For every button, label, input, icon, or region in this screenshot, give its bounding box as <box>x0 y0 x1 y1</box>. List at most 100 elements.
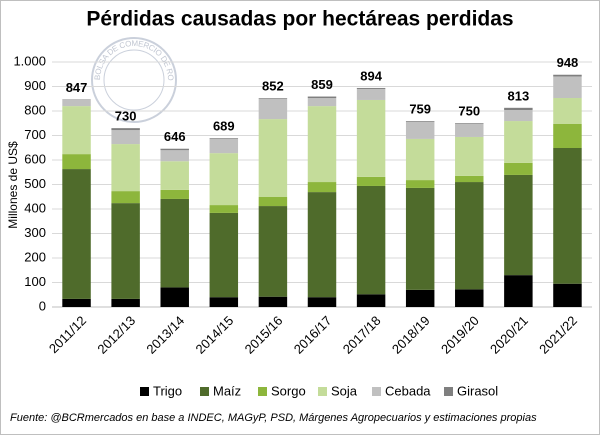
bar-segment <box>504 121 532 163</box>
bar-segment <box>308 192 336 297</box>
legend-swatch <box>444 387 453 396</box>
total-label: 852 <box>262 79 284 94</box>
bar-segment <box>62 169 90 299</box>
y-tick-label: 0 <box>39 298 46 313</box>
bar-segment <box>259 197 287 206</box>
bar-segment <box>111 130 139 144</box>
bar-segment <box>62 100 90 106</box>
y-tick-label: 500 <box>24 176 46 191</box>
bar-segment <box>553 148 581 284</box>
bar-segment <box>406 290 434 307</box>
bar-segment <box>160 287 188 307</box>
legend-label: Soja <box>331 383 358 398</box>
legend-label: Girasol <box>457 383 498 398</box>
total-label: 813 <box>508 88 530 103</box>
bar-segment <box>357 186 385 294</box>
y-tick-label: 100 <box>24 274 46 289</box>
bar-segment <box>504 275 532 307</box>
bar-segment <box>210 205 238 213</box>
y-tick-label: 1.000 <box>13 53 46 68</box>
total-label: 894 <box>360 68 382 83</box>
bar-segment <box>308 98 336 106</box>
bar-segment <box>160 190 188 199</box>
source-note: Fuente: @BCRmercados en base a INDEC, MA… <box>10 412 537 424</box>
bar-segment <box>504 175 532 275</box>
bar-segment <box>455 137 483 176</box>
bar-segment <box>406 188 434 290</box>
bar-segment <box>406 180 434 188</box>
bar-segment <box>553 98 581 124</box>
bar-segment <box>111 203 139 299</box>
bar-segment <box>259 98 287 99</box>
bar-segment <box>406 121 434 122</box>
bar-segment <box>111 299 139 307</box>
chart-title: Pérdidas causadas por hectáreas perdidas <box>86 8 513 31</box>
bar-segment <box>160 199 188 287</box>
total-label: 948 <box>557 55 579 70</box>
bar-segment <box>357 294 385 307</box>
bar-segment <box>259 206 287 297</box>
bar-segment <box>553 124 581 148</box>
total-label: 859 <box>311 77 333 92</box>
bar-segment <box>553 76 581 98</box>
bar-segment <box>111 128 139 130</box>
legend-swatch <box>200 387 209 396</box>
bar-segment <box>210 213 238 297</box>
y-tick-label: 300 <box>24 225 46 240</box>
bar-segment <box>406 139 434 180</box>
bar-segment <box>160 150 188 161</box>
bar-segment <box>210 138 238 139</box>
bar-segment <box>553 284 581 307</box>
legend-label: Maíz <box>213 383 241 398</box>
legend-label: Trigo <box>153 383 182 398</box>
total-label: 847 <box>66 80 88 95</box>
bar-segment <box>308 106 336 182</box>
bar-segment <box>62 154 90 169</box>
bar-segment <box>455 123 483 124</box>
bar-segment <box>455 182 483 289</box>
bar-segment <box>210 139 238 153</box>
bar-segment <box>210 153 238 205</box>
bar-segment <box>357 88 385 89</box>
legend-label: Sorgo <box>271 383 306 398</box>
y-tick-label: 800 <box>24 102 46 117</box>
total-label: 689 <box>213 119 235 134</box>
legend-label: Cebada <box>385 383 431 398</box>
bar-segment <box>406 122 434 139</box>
bar-segment <box>259 119 287 197</box>
total-label: 730 <box>115 109 137 124</box>
y-axis-title: Millones de US$ <box>6 141 20 229</box>
total-label: 750 <box>458 104 480 119</box>
bar-segment <box>259 99 287 119</box>
bar-segment <box>308 97 336 98</box>
bar-segment <box>455 289 483 307</box>
bar-segment <box>62 299 90 307</box>
bar-segment <box>504 110 532 121</box>
bar-segment <box>357 177 385 186</box>
bar-segment <box>308 182 336 192</box>
y-tick-label: 700 <box>24 127 46 142</box>
bar-segment <box>357 89 385 100</box>
y-tick-label: 900 <box>24 78 46 93</box>
legend-swatch <box>140 387 149 396</box>
bar-segment <box>259 297 287 307</box>
bar-segment <box>455 176 483 182</box>
bar-segment <box>308 297 336 307</box>
bar-segment <box>62 106 90 154</box>
bar-segment <box>504 163 532 175</box>
total-label: 646 <box>164 129 186 144</box>
y-tick-label: 200 <box>24 249 46 264</box>
bar-segment <box>160 149 188 150</box>
bar-segment <box>357 100 385 177</box>
y-tick-label: 600 <box>24 151 46 166</box>
legend-swatch <box>258 387 267 396</box>
total-label: 759 <box>409 101 431 116</box>
y-tick-label: 400 <box>24 200 46 215</box>
bar-segment <box>504 108 532 110</box>
legend-swatch <box>318 387 327 396</box>
bar-segment <box>210 297 238 307</box>
bar-segment <box>455 124 483 137</box>
bar-segment <box>553 75 581 77</box>
bar-segment <box>111 144 139 191</box>
